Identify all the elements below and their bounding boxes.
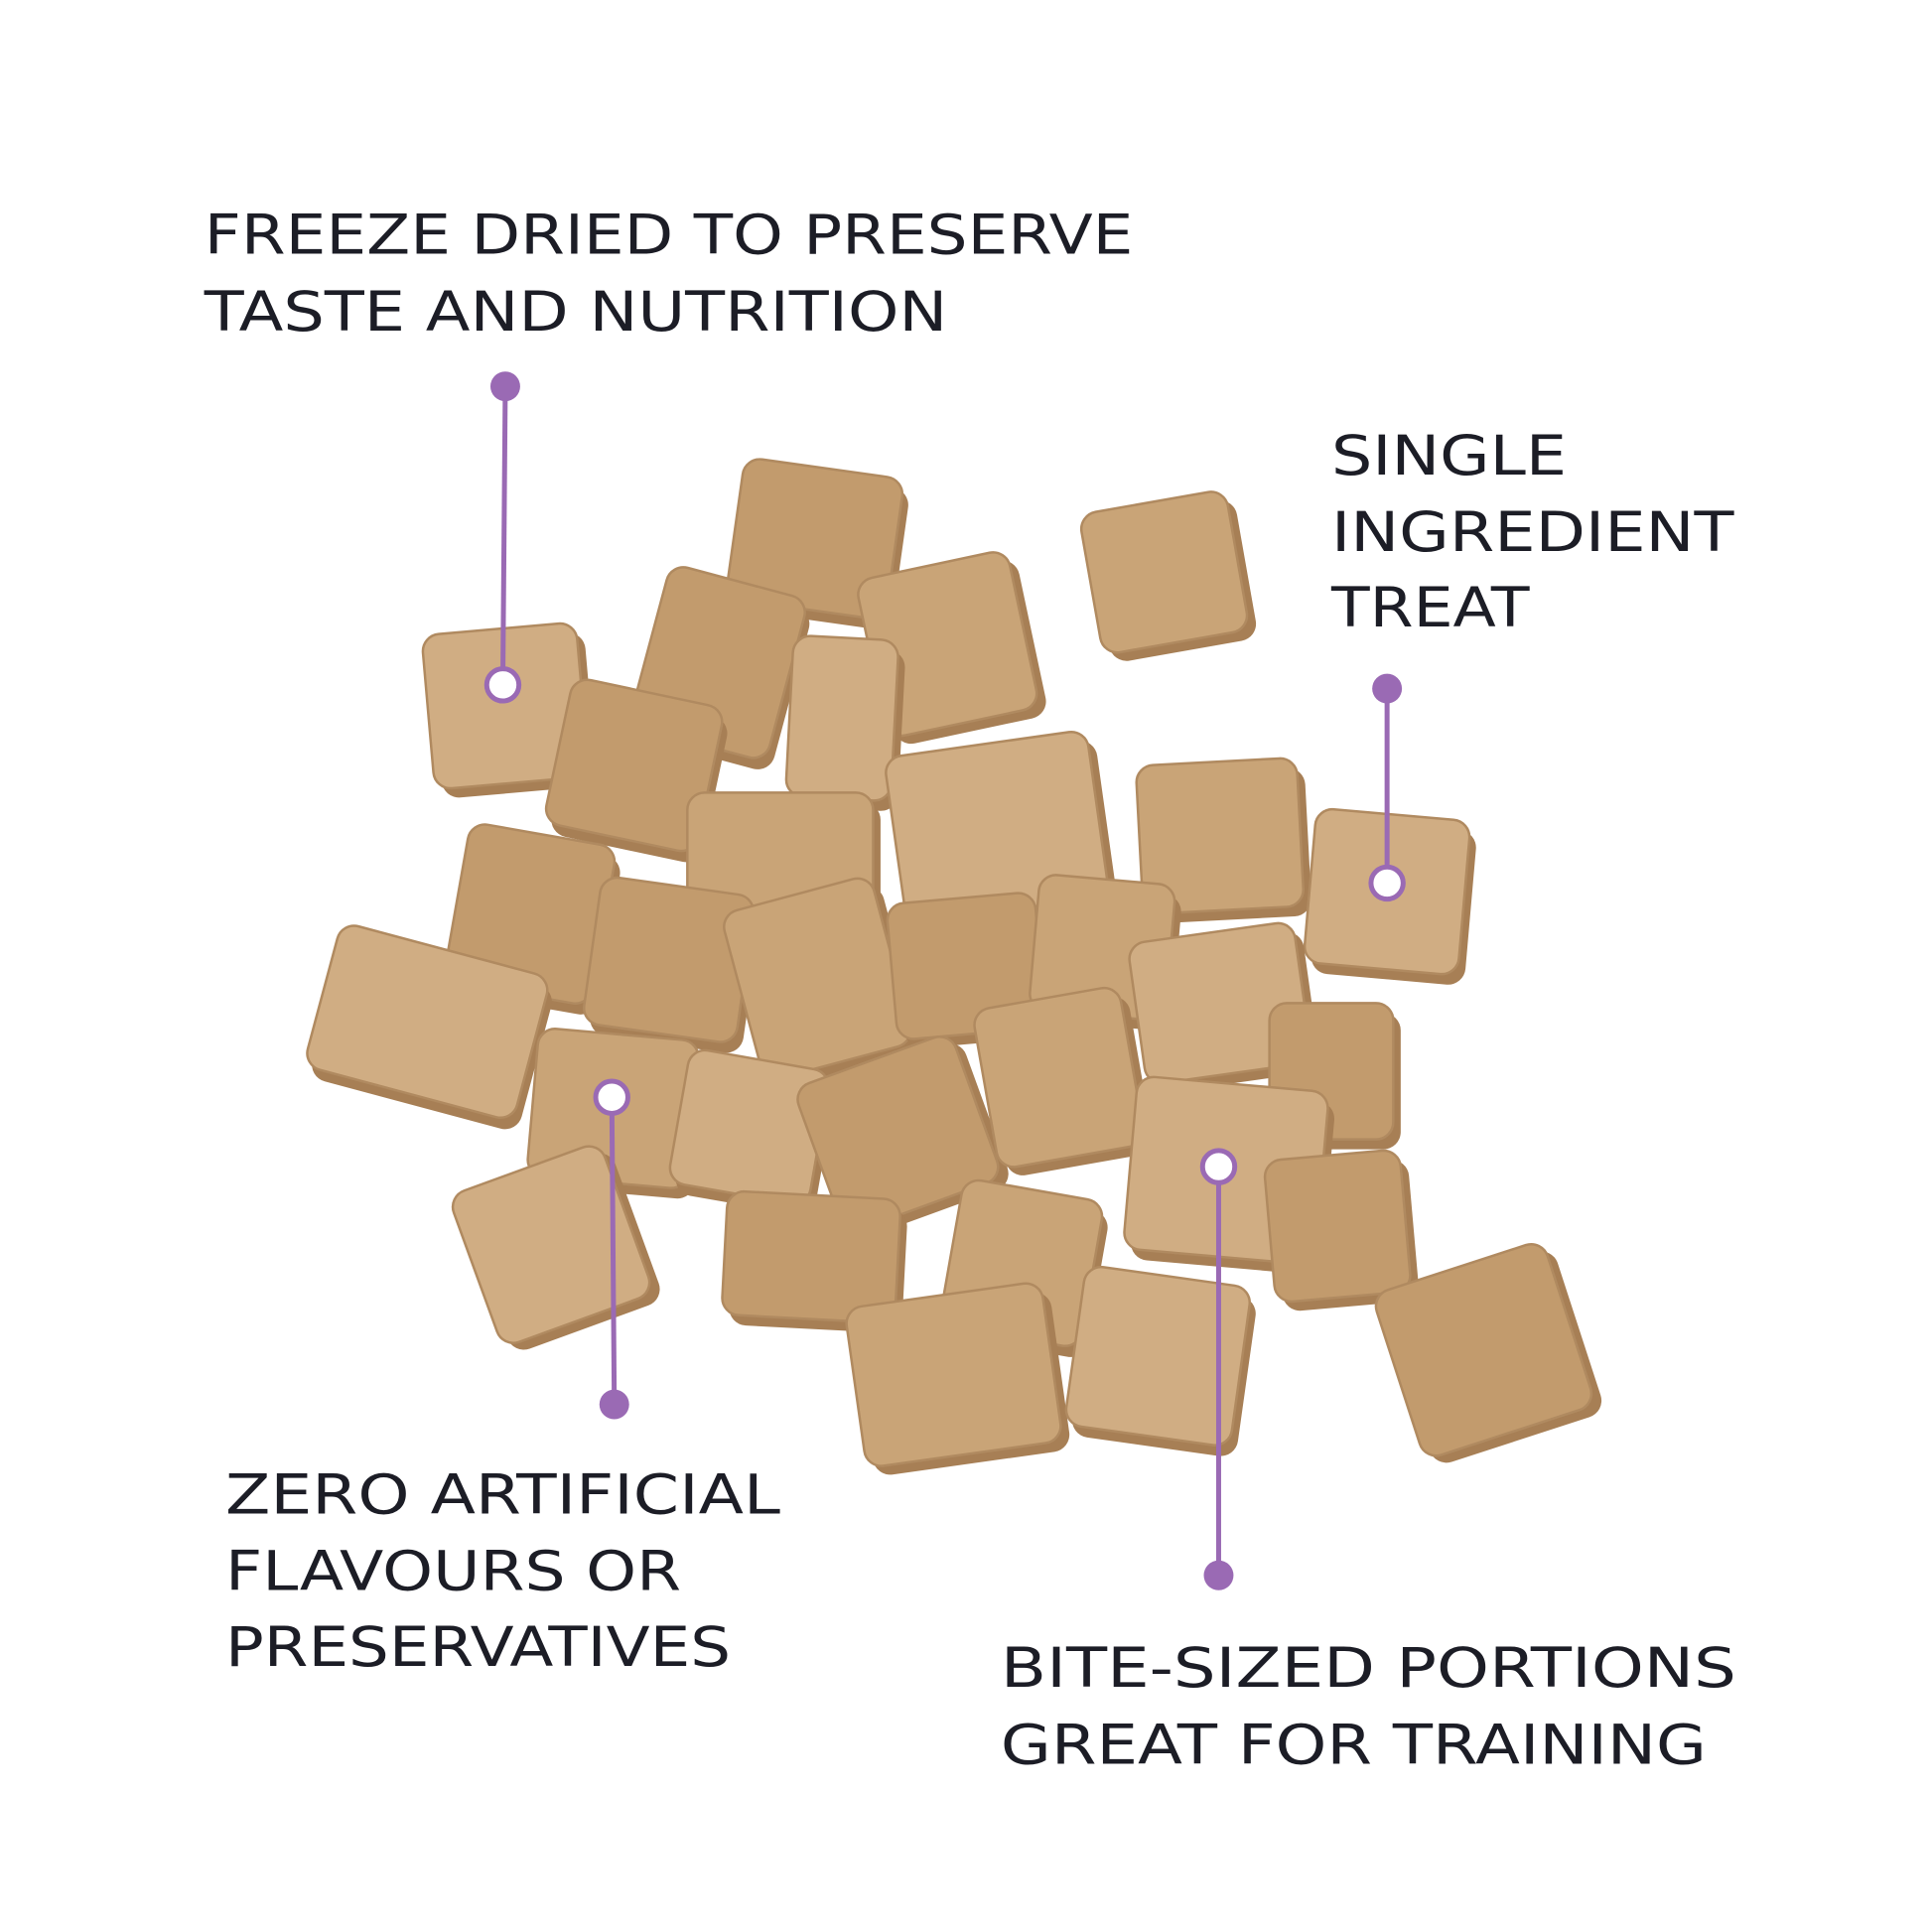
callout-text-line: INGREDIENT bbox=[1331, 500, 1734, 564]
callout-text-line: FREEZE DRIED TO PRESERVE bbox=[205, 204, 1134, 267]
treat-cube bbox=[723, 877, 921, 1086]
treat-cube bbox=[845, 1282, 1070, 1475]
treat-cube bbox=[668, 1048, 835, 1215]
pointer-ring bbox=[483, 666, 522, 704]
callout-pointer bbox=[593, 1078, 630, 1420]
treat-cube bbox=[1374, 1243, 1602, 1463]
treat-cube bbox=[1064, 1265, 1256, 1456]
callout-pointers bbox=[483, 371, 1406, 1590]
callout-text-line: SINGLE bbox=[1331, 424, 1567, 487]
treat-cube bbox=[784, 634, 905, 811]
treat-cube bbox=[796, 1035, 1009, 1237]
treat-cube bbox=[583, 876, 760, 1053]
pointer-ring bbox=[1368, 864, 1406, 902]
treat-cube bbox=[306, 924, 552, 1130]
callout-pointer bbox=[1199, 1148, 1238, 1590]
treat-cube bbox=[973, 986, 1153, 1175]
pointer-ring bbox=[593, 1078, 630, 1116]
callout-text-line: TASTE AND NUTRITION bbox=[204, 280, 948, 344]
treat-cube bbox=[544, 678, 728, 863]
callout-bite-sized: BITE-SIZED PORTIONS GREAT FOR TRAINING bbox=[1001, 1636, 1736, 1776]
pointer-ring bbox=[1199, 1148, 1238, 1185]
callout-text-line: FLAVOURS OR bbox=[225, 1540, 681, 1603]
callout-text-line: PRESERVATIVES bbox=[225, 1615, 731, 1679]
treat-cube bbox=[1135, 757, 1311, 923]
treat-cube bbox=[721, 1189, 907, 1333]
callout-text-line: ZERO ARTIFICIAL bbox=[225, 1462, 780, 1526]
callout-pointer bbox=[1368, 673, 1406, 902]
callout-text-line: TREAT bbox=[1330, 576, 1530, 639]
pointer-line bbox=[499, 386, 508, 685]
callout-freeze-dried: FREEZE DRIED TO PRESERVE TASTE AND NUTRI… bbox=[204, 204, 1134, 344]
treat-cubes-photo bbox=[306, 458, 1602, 1475]
callout-text-line: GREAT FOR TRAINING bbox=[1001, 1713, 1707, 1776]
treat-cube bbox=[1263, 1149, 1419, 1311]
treat-cube bbox=[1079, 490, 1257, 661]
treat-cube bbox=[421, 621, 597, 798]
pointer-line bbox=[609, 1097, 618, 1405]
pointer-dot bbox=[599, 1389, 629, 1420]
callout-pointer bbox=[483, 371, 522, 704]
callout-single-ingredient: SINGLE INGREDIENT TREAT bbox=[1330, 424, 1734, 639]
pointer-dot bbox=[1372, 673, 1403, 704]
callout-text-line: BITE-SIZED PORTIONS bbox=[1001, 1636, 1736, 1700]
pointer-dot bbox=[1203, 1560, 1234, 1590]
callout-zero-artificial: ZERO ARTIFICIAL FLAVOURS OR PRESERVATIVE… bbox=[225, 1462, 780, 1678]
treat-cube bbox=[451, 1145, 660, 1350]
pointer-dot bbox=[489, 371, 520, 402]
